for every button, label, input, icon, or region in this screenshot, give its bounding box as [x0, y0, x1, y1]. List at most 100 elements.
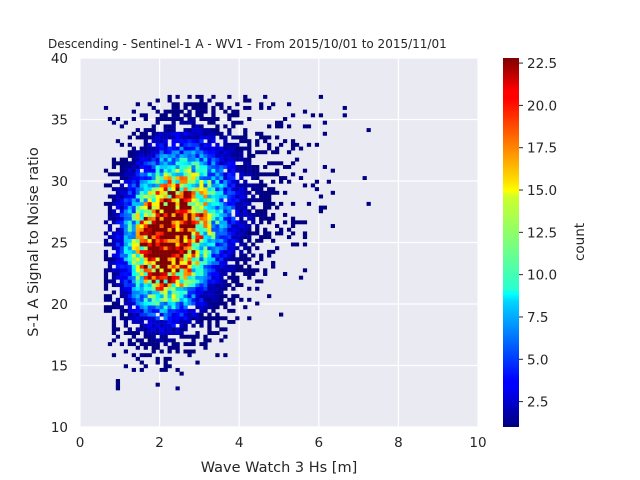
heatmap-cell — [219, 275, 224, 280]
heatmap-cell — [282, 176, 288, 181]
heatmap-cell — [247, 98, 252, 103]
heatmap-cell — [111, 246, 117, 251]
heatmap-cell — [147, 146, 152, 151]
heatmap-cell — [179, 371, 184, 376]
heatmap-cell — [127, 342, 132, 347]
heatmap-cell — [131, 131, 136, 136]
heatmap-cell — [243, 201, 248, 206]
heatmap-cell — [223, 157, 228, 162]
heatmap-cell — [247, 190, 252, 195]
heatmap-cell — [191, 176, 196, 181]
heatmap-cell — [119, 194, 125, 199]
heatmap-cell — [231, 224, 236, 228]
heatmap-cell — [167, 305, 172, 310]
heatmap-cell — [123, 331, 129, 335]
heatmap-cell — [103, 238, 109, 243]
heatmap-cell — [159, 212, 164, 217]
heatmap-cell — [231, 301, 236, 306]
heatmap-cell — [219, 297, 224, 302]
heatmap-cell — [203, 128, 208, 133]
heatmap-cell — [223, 176, 228, 181]
heatmap-cell — [139, 198, 144, 203]
heatmap-cell — [235, 220, 240, 225]
heatmap-cell — [215, 231, 220, 236]
heatmap-cell — [191, 294, 196, 299]
heatmap-cell — [219, 224, 224, 228]
heatmap-cell — [199, 168, 204, 173]
heatmap-cell — [179, 249, 184, 254]
heatmap-cell — [203, 238, 208, 243]
heatmap-cell — [135, 264, 140, 269]
heatmap-cell — [191, 161, 196, 166]
heatmap-cell — [227, 117, 232, 121]
heatmap-cell — [163, 260, 168, 265]
heatmap-cell — [207, 216, 212, 221]
heatmap-cell — [290, 146, 296, 151]
heatmap-cell — [139, 264, 144, 269]
heatmap-cell — [267, 249, 272, 254]
heatmap-cell — [195, 150, 200, 155]
heatmap-cell — [207, 312, 212, 317]
heatmap-cell — [135, 268, 140, 273]
heatmap-cell — [159, 231, 164, 236]
heatmap-cell — [159, 238, 164, 243]
heatmap-cell — [199, 342, 204, 347]
heatmap-cell — [255, 131, 260, 136]
heatmap-cell — [243, 187, 248, 192]
heatmap-cell — [107, 224, 113, 228]
heatmap-cell — [207, 161, 212, 166]
heatmap-cell — [179, 238, 184, 243]
heatmap-cell — [147, 249, 152, 254]
heatmap-cell — [235, 179, 240, 184]
heatmap-cell — [155, 142, 160, 147]
heatmap-cell — [175, 342, 180, 347]
heatmap-cell — [175, 272, 180, 276]
heatmap-cell — [191, 235, 196, 240]
heatmap-cell — [119, 272, 125, 276]
heatmap-cell — [290, 172, 296, 177]
heatmap-cell — [147, 334, 152, 339]
heatmap-cell — [255, 168, 260, 173]
heatmap-cell — [119, 161, 125, 166]
heatmap-cell — [227, 212, 232, 217]
heatmap-cell — [175, 209, 180, 214]
heatmap-cell — [135, 294, 140, 299]
heatmap-cell — [179, 235, 184, 240]
heatmap-cell — [195, 294, 200, 299]
heatmap-cell — [123, 272, 129, 276]
heatmap-cell — [143, 290, 148, 295]
heatmap-cell — [179, 212, 184, 217]
heatmap-cell — [207, 128, 212, 133]
heatmap-cell — [215, 190, 220, 195]
heatmap-cell — [191, 301, 196, 306]
heatmap-cell — [247, 139, 252, 144]
heatmap-cell — [163, 198, 168, 203]
heatmap-cell — [155, 176, 160, 181]
heatmap-cell — [366, 201, 371, 206]
heatmap-cell — [227, 242, 232, 247]
heatmap-cell — [155, 157, 160, 162]
y-tick-label: 30 — [51, 174, 68, 190]
heatmap-cell — [167, 286, 172, 291]
heatmap-cell — [147, 209, 152, 214]
heatmap-cell — [151, 131, 156, 136]
heatmap-cell — [207, 168, 212, 173]
heatmap-cell — [179, 139, 184, 144]
heatmap-cell — [191, 220, 196, 225]
heatmap-cell — [239, 209, 244, 214]
heatmap-cell — [215, 194, 220, 199]
heatmap-cell — [199, 165, 204, 169]
heatmap-cell — [247, 165, 252, 169]
heatmap-cell — [195, 153, 200, 158]
heatmap-cell — [306, 201, 312, 206]
heatmap-cell — [255, 246, 260, 251]
heatmap-cell — [143, 179, 148, 184]
heatmap-cell — [123, 286, 129, 291]
heatmap-cell — [127, 161, 132, 166]
heatmap-cell — [247, 172, 252, 177]
y-tick-label: 20 — [51, 297, 68, 313]
heatmap-cell — [155, 179, 160, 184]
heatmap-cell — [167, 238, 172, 243]
heatmap-cell — [203, 194, 208, 199]
heatmap-cell — [235, 102, 240, 107]
